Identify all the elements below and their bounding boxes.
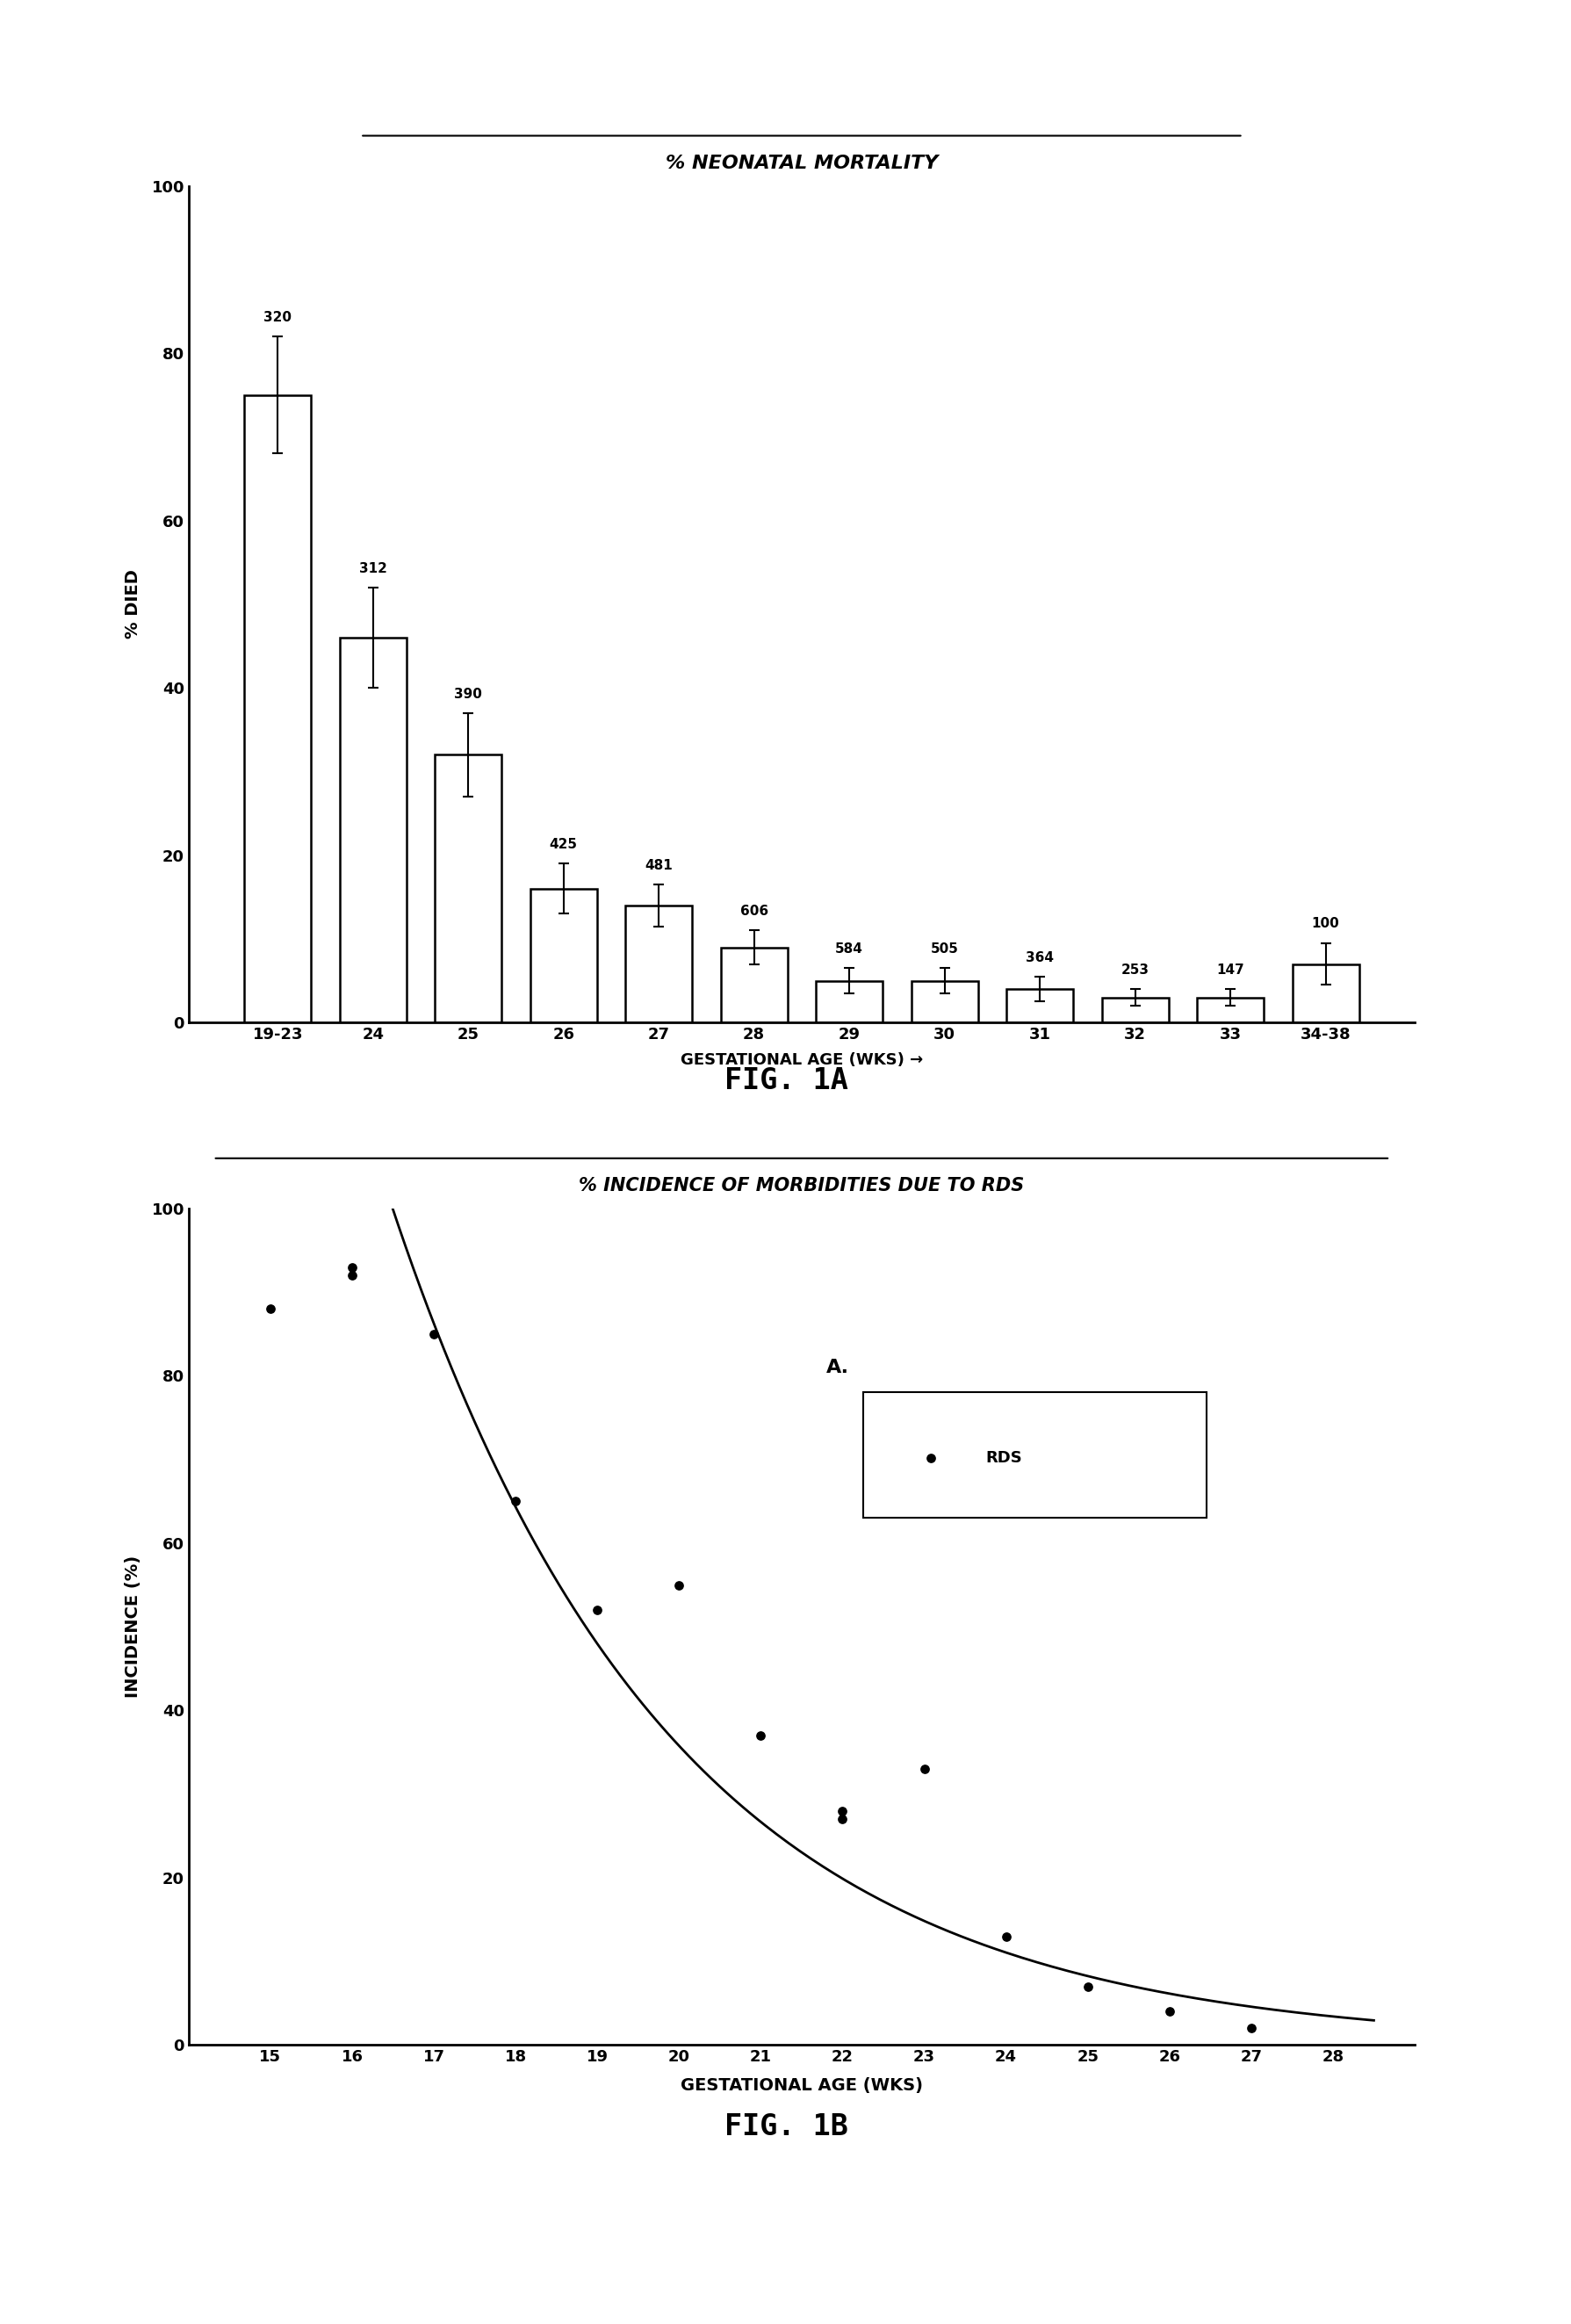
Point (993, 1917, 1018, 1954)
Point (911, 1750, 936, 1787)
Text: 320: 320 (264, 311, 292, 323)
Point (339, 1248, 364, 1285)
Text: FIG. 1B: FIG. 1B (724, 2113, 847, 2140)
Text: FIG. 1A: FIG. 1A (724, 1067, 847, 1095)
Bar (1197, 997, 1263, 1023)
Bar (529, 888, 597, 1023)
Text: 606: 606 (740, 904, 768, 918)
Bar (625, 906, 691, 1023)
Text: 390: 390 (454, 688, 482, 700)
Y-axis label: % DIED: % DIED (126, 569, 141, 639)
Bar (720, 948, 787, 1023)
Bar (1291, 964, 1359, 1023)
Point (1238, 2010, 1263, 2047)
FancyBboxPatch shape (862, 1392, 1205, 1518)
Text: 481: 481 (644, 860, 672, 872)
Text: 253: 253 (1120, 964, 1148, 976)
Text: RDS: RDS (985, 1450, 1021, 1466)
Point (503, 1483, 528, 1520)
Bar (244, 395, 311, 1023)
Bar (815, 981, 883, 1023)
Point (748, 1717, 773, 1755)
Point (258, 1290, 283, 1327)
Text: A.: A. (826, 1360, 848, 1376)
Title: % NEONATAL MORTALITY: % NEONATAL MORTALITY (665, 156, 938, 172)
Text: 312: 312 (358, 562, 386, 574)
Point (829, 1792, 855, 1829)
Bar (1005, 990, 1073, 1023)
Text: 100: 100 (1310, 918, 1338, 930)
Y-axis label: INCIDENCE (%): INCIDENCE (%) (126, 1555, 141, 1699)
Text: 425: 425 (550, 839, 577, 851)
Text: 364: 364 (1026, 951, 1053, 964)
Point (1075, 1968, 1100, 2006)
X-axis label: GESTATIONAL AGE (WKS) →: GESTATIONAL AGE (WKS) → (680, 1053, 922, 1069)
Point (829, 1801, 855, 1838)
Text: 505: 505 (930, 944, 958, 955)
Text: 147: 147 (1216, 964, 1244, 976)
Bar (1101, 997, 1167, 1023)
Title: % INCIDENCE OF MORBIDITIES DUE TO RDS: % INCIDENCE OF MORBIDITIES DUE TO RDS (578, 1178, 1024, 1195)
Bar (339, 637, 405, 1023)
Point (339, 1257, 364, 1294)
X-axis label: GESTATIONAL AGE (WKS): GESTATIONAL AGE (WKS) (680, 2078, 922, 2094)
Point (421, 1315, 446, 1353)
Point (666, 1566, 691, 1604)
Point (1156, 1994, 1181, 2031)
Bar (435, 755, 501, 1023)
Text: 584: 584 (834, 944, 862, 955)
Point (584, 1592, 610, 1629)
Bar (911, 981, 977, 1023)
